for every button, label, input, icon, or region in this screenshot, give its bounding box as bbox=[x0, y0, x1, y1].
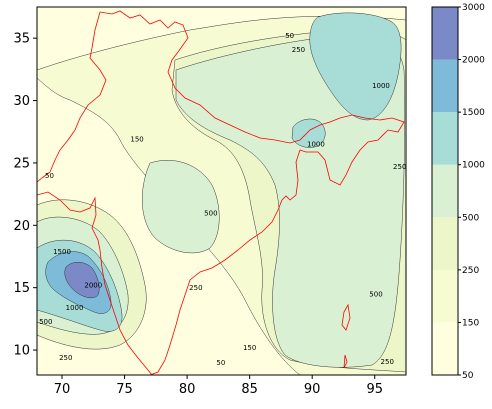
colorbar-tick-label: 250 bbox=[462, 266, 479, 276]
colorbar-segment bbox=[432, 164, 458, 218]
x-tick-label: 80 bbox=[179, 382, 196, 397]
colorbar-tick-label: 3000 bbox=[462, 3, 485, 13]
y-tick-label: 10 bbox=[13, 344, 30, 359]
boundary-andaman bbox=[341, 303, 351, 331]
contour-label: 150 bbox=[243, 344, 256, 352]
y-axis: 10 15 20 25 30 35 bbox=[13, 32, 37, 359]
contour-label: 150 bbox=[130, 136, 143, 144]
colorbar-tick-label: 2000 bbox=[462, 56, 485, 66]
y-tick-label: 25 bbox=[13, 156, 30, 171]
boundary-west bbox=[37, 11, 107, 183]
colorbar-tick-label: 50 bbox=[462, 371, 474, 381]
contour-label: 500 bbox=[39, 318, 52, 326]
contour-fill-1000-ne bbox=[309, 12, 402, 121]
colorbar-tick-label: 500 bbox=[462, 213, 479, 223]
contour-label: 50 bbox=[285, 32, 294, 40]
boundary-gujarat bbox=[37, 191, 153, 375]
x-tick-label: 85 bbox=[241, 382, 258, 397]
contour-label: 500 bbox=[369, 290, 382, 298]
colorbar: 50 150 250 500 1000 1500 2000 3000 bbox=[431, 3, 485, 381]
colorbar-segment bbox=[432, 7, 458, 60]
boundary-nicobar bbox=[343, 354, 348, 369]
colorbar-tick-label: 1000 bbox=[462, 161, 485, 171]
contour-label: 250 bbox=[393, 163, 406, 171]
contour-label: 250 bbox=[381, 358, 394, 366]
filled-contours bbox=[37, 12, 406, 375]
contour-plot-area: 50 250 1000 150 1000 50 250 500 1500 2000 1000 500 2… bbox=[13, 6, 407, 397]
y-tick-label: 15 bbox=[13, 281, 30, 296]
x-tick-label: 75 bbox=[116, 382, 133, 397]
contour-label: 1500 bbox=[53, 248, 71, 256]
colorbar-segment bbox=[432, 112, 458, 165]
colorbar-segment bbox=[432, 217, 458, 270]
colorbar-tick-label: 1500 bbox=[462, 108, 485, 118]
plot-frame bbox=[36, 6, 407, 376]
contour-fill-2000 bbox=[64, 262, 100, 299]
contour-labels: 50 250 1000 150 1000 50 250 500 1500 2000 1000 500 2… bbox=[39, 32, 406, 367]
y-tick-label: 30 bbox=[13, 94, 30, 109]
contour-label: 1000 bbox=[372, 82, 390, 90]
x-tick-label: 95 bbox=[366, 382, 383, 397]
contour-label: 250 bbox=[189, 284, 202, 292]
boundary-line bbox=[99, 10, 405, 375]
contour-label: 2000 bbox=[84, 282, 102, 290]
x-tick-label: 70 bbox=[54, 382, 71, 397]
colorbar-frame bbox=[431, 6, 459, 376]
contour-label: 50 bbox=[45, 172, 54, 180]
y-tick-label: 20 bbox=[13, 219, 30, 234]
contour-label: 500 bbox=[204, 209, 217, 217]
x-tick-label: 90 bbox=[304, 382, 321, 397]
contour-label: 1000 bbox=[66, 304, 84, 312]
contour-label: 250 bbox=[292, 46, 305, 54]
contour-label: 1000 bbox=[307, 141, 325, 149]
colorbar-segment bbox=[432, 322, 458, 375]
y-tick-label: 35 bbox=[13, 32, 30, 47]
colorbar-segment bbox=[432, 59, 458, 113]
colorbar-segment bbox=[432, 269, 458, 323]
contour-label: 50 bbox=[216, 359, 225, 367]
colorbar-tick-label: 150 bbox=[462, 318, 479, 328]
contour-fill-500-central bbox=[142, 159, 220, 254]
x-axis: 70 75 80 85 90 95 bbox=[54, 375, 383, 397]
contour-label: 250 bbox=[59, 354, 72, 362]
country-boundaries bbox=[37, 10, 405, 375]
